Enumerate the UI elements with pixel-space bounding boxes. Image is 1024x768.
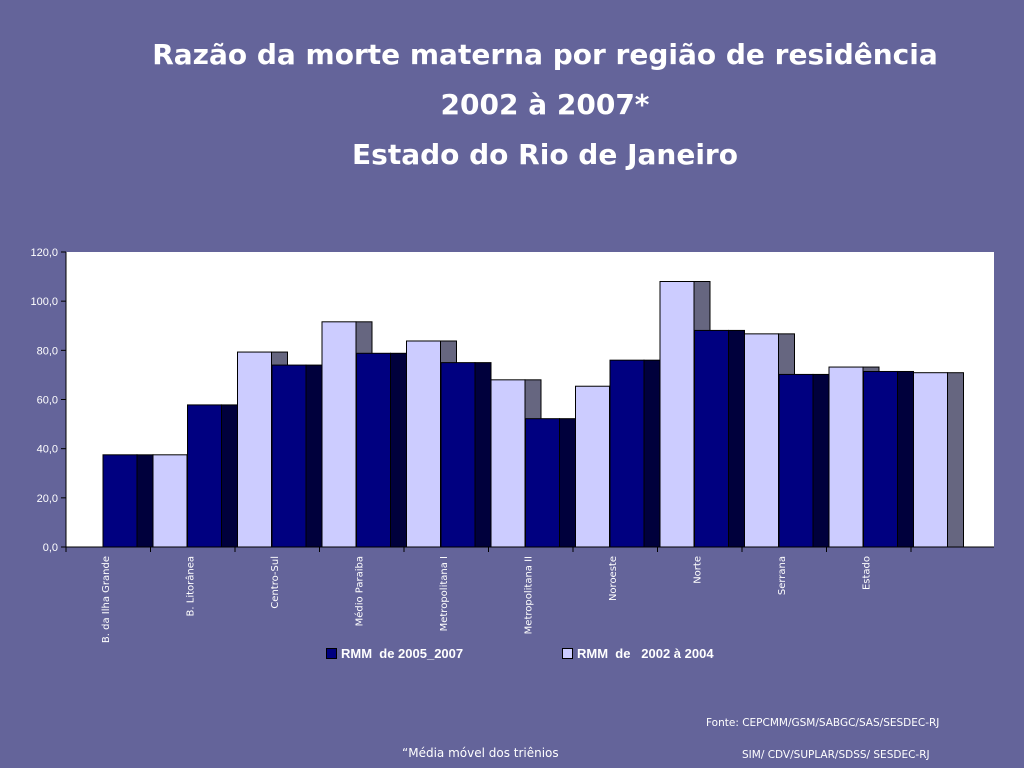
y-tick-label: 0,0 — [43, 542, 58, 554]
x-tick-label: B. da Ilha Grande — [101, 556, 112, 643]
bar-front — [356, 352, 391, 548]
bar-front — [659, 281, 695, 548]
legend-label-series-1: RMM de 2005_2007 — [341, 646, 464, 661]
bar-front — [744, 333, 779, 548]
bar-1-6 — [525, 418, 576, 548]
bar-front — [271, 364, 307, 548]
x-tick-label: Médio Paraiba — [354, 556, 366, 626]
legend-label-series-2: RMM de 2002 à 2004 — [577, 646, 714, 661]
legend-item-series-1: RMM de 2005_2007 — [326, 646, 463, 661]
bar-side — [136, 454, 154, 548]
bar-1-3 — [271, 364, 323, 548]
bar-front — [237, 351, 272, 548]
x-tick-label: Estado — [862, 556, 873, 590]
title-line-1: Razão da morte materna por região de res… — [152, 38, 938, 71]
source-line-1: Fonte: CEPCMM/GSM/SABGC/SAS/SESDEC-RJ — [706, 717, 940, 729]
bar-1-1 — [102, 454, 154, 548]
bar-side — [305, 364, 323, 548]
x-tick-label: Centro-Sul — [270, 556, 281, 609]
x-tick-label: Metropolitana II — [524, 556, 535, 634]
y-tick-label: 120,0 — [30, 247, 58, 259]
bar-1-5 — [440, 362, 492, 548]
legend: RMM de 2005_2007 RMM de 2002 à 2004 — [0, 646, 1024, 666]
bar-front — [863, 370, 898, 548]
y-tick-label: 40,0 — [37, 444, 58, 456]
bar-front — [828, 366, 864, 548]
bar-front — [440, 362, 476, 548]
bar-1-2 — [187, 404, 238, 548]
bar-front — [321, 321, 357, 548]
y-tick-label: 100,0 — [30, 296, 58, 308]
title-line-3: Estado do Rio de Janeiro — [352, 138, 738, 171]
bar-front — [575, 385, 610, 548]
bar-front — [913, 372, 948, 548]
bar-side — [474, 362, 492, 548]
footnote: “Média móvel dos triênios — [402, 746, 559, 760]
bar-side — [812, 373, 830, 548]
y-tick-label: 20,0 — [37, 493, 58, 505]
bar-front — [525, 418, 560, 548]
bar-1-8 — [694, 329, 745, 548]
bar-front — [102, 454, 138, 548]
bar-front — [152, 454, 188, 548]
bar-front — [609, 359, 645, 548]
bar-1-10 — [863, 370, 914, 548]
source-line-2: SIM/ CDV/SUPLAR/SDSS/ SESDEC-RJ — [742, 749, 930, 761]
bar-side — [221, 404, 238, 548]
bar-side — [947, 372, 964, 548]
bar-front — [778, 373, 814, 548]
bar-side — [559, 418, 576, 548]
chart-title: Razão da morte materna por região de res… — [80, 30, 1010, 180]
legend-item-series-2: RMM de 2002 à 2004 — [562, 646, 714, 661]
bar-front — [406, 340, 441, 548]
bar-1-9 — [778, 373, 830, 548]
y-tick-label: 80,0 — [37, 345, 58, 357]
y-tick-label: 60,0 — [37, 395, 58, 407]
x-tick-label: Norte — [693, 556, 704, 584]
bar-1-4 — [356, 352, 407, 548]
bar-front — [187, 404, 222, 548]
x-tick-label: Serrana — [777, 556, 788, 595]
x-tick-label: Noroeste — [608, 556, 619, 601]
bar-2-10 — [913, 372, 964, 548]
bar-side — [643, 359, 661, 548]
bar-1-7 — [609, 359, 661, 548]
x-tick-label: Metropolitana I — [439, 556, 450, 631]
bar-side — [728, 329, 745, 548]
bar-side — [390, 352, 407, 548]
legend-swatch-series-1 — [326, 648, 337, 659]
x-tick-label: B. Litorânea — [185, 556, 197, 616]
bar-front — [490, 379, 526, 548]
bar-side — [897, 370, 914, 548]
bar-front — [694, 329, 729, 548]
legend-swatch-series-2 — [562, 648, 573, 659]
title-line-2: 2002 à 2007* — [440, 88, 650, 121]
